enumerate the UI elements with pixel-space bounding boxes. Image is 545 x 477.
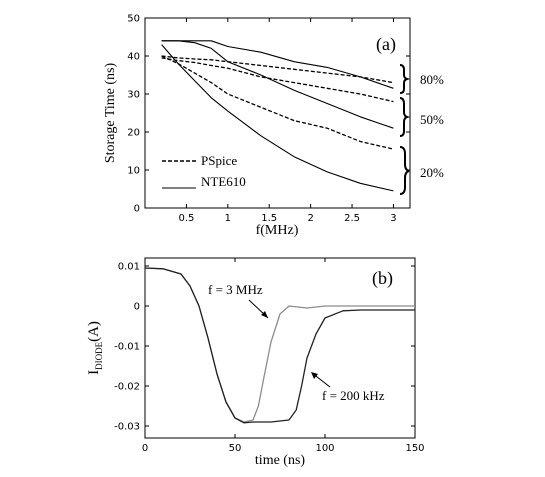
group-label-50: 50% bbox=[420, 112, 444, 127]
x-tick-label: 150 bbox=[405, 443, 424, 454]
annotation-200khz: f = 200 kHz bbox=[322, 388, 385, 403]
x-tick-label: 0 bbox=[142, 443, 148, 454]
svg-text:IDIODE(A): IDIODE(A) bbox=[86, 321, 104, 375]
x-tick-label: 2 bbox=[307, 213, 313, 224]
series-dashed-80pct bbox=[161, 55, 394, 84]
x-tick-label: 2.5 bbox=[344, 213, 360, 224]
legend: PSpice NTE610 bbox=[162, 153, 246, 189]
annotation-3mhz: f = 3 MHz bbox=[208, 282, 263, 297]
x-tick-label: 3 bbox=[390, 213, 396, 224]
y-label-sub: DIODE bbox=[94, 341, 104, 369]
x-tick-label: 0.5 bbox=[178, 213, 194, 224]
x-tick-label: 1.5 bbox=[261, 213, 277, 224]
panel-a-series bbox=[161, 40, 394, 192]
panel-a-x-ticks: 0.5 1 1.5 2 2.5 3 bbox=[178, 18, 397, 224]
y-tick-label: 50 bbox=[127, 14, 140, 25]
brace-80 bbox=[399, 64, 411, 94]
series-dashed-20pct bbox=[161, 55, 394, 150]
panel-b-x-axis-label: time (ns) bbox=[255, 453, 305, 468]
y-tick-label: 30 bbox=[127, 90, 140, 101]
series-solid-80pct bbox=[161, 40, 394, 89]
y-tick-label: 40 bbox=[127, 52, 140, 63]
y-tick-label: 0.01 bbox=[118, 262, 140, 273]
panel-b-series bbox=[144, 267, 415, 424]
panel-a-y-axis-label: Storage Time (ns) bbox=[103, 62, 118, 163]
y-tick-label: 0 bbox=[134, 204, 140, 215]
y-tick-label: -0.02 bbox=[114, 382, 140, 393]
panel-b-frame bbox=[144, 257, 416, 439]
panel-a-label: (a) bbox=[376, 34, 396, 55]
brace-20 bbox=[399, 146, 410, 195]
y-tick-label: -0.01 bbox=[114, 342, 140, 353]
annotation-200khz-arrowhead bbox=[311, 372, 318, 379]
y-label-unit: (A) bbox=[86, 321, 102, 342]
y-tick-label: 0 bbox=[134, 302, 140, 313]
series-solid-50pct bbox=[161, 40, 394, 129]
panel-a-frame bbox=[144, 17, 411, 209]
group-label-20: 20% bbox=[420, 165, 444, 180]
annotation-3mhz-arrowhead bbox=[261, 311, 268, 318]
panel-b: 0 50 100 150 0.01 0 -0.01 -0.02 -0.03 (b) time … bbox=[86, 257, 425, 468]
y-tick-label: 10 bbox=[127, 166, 140, 177]
panel-a-x-axis-label: f(MHz) bbox=[256, 223, 299, 238]
y-label-main: I bbox=[86, 370, 102, 375]
group-label-80: 80% bbox=[420, 72, 444, 87]
series-solid-20pct bbox=[161, 44, 394, 192]
x-tick-label: 50 bbox=[229, 443, 242, 454]
y-tick-label: -0.03 bbox=[114, 422, 140, 433]
panel-a-y-ticks: 0 10 20 30 40 50 bbox=[127, 14, 410, 215]
group-braces: 80% 50% 20% bbox=[399, 64, 444, 195]
panel-a: 0.5 1 1.5 2 2.5 3 0 10 20 30 40 50 (a) f(MHz) Stor… bbox=[103, 14, 444, 239]
brace-50 bbox=[399, 97, 411, 137]
legend-label-nte610: NTE610 bbox=[201, 174, 246, 189]
y-tick-label: 20 bbox=[127, 128, 140, 139]
x-tick-label: 1 bbox=[225, 213, 231, 224]
series-200khz bbox=[144, 267, 415, 424]
x-tick-label: 100 bbox=[315, 443, 334, 454]
panel-b-label: (b) bbox=[372, 268, 393, 289]
series-dashed-50pct bbox=[161, 57, 394, 103]
panel-b-y-axis-label: IDIODE(A) bbox=[86, 321, 104, 375]
legend-label-pspice: PSpice bbox=[201, 153, 237, 168]
panel-b-x-ticks: 0 50 100 150 bbox=[142, 258, 425, 454]
panel-b-y-ticks: 0.01 0 -0.01 -0.02 -0.03 bbox=[114, 262, 415, 433]
